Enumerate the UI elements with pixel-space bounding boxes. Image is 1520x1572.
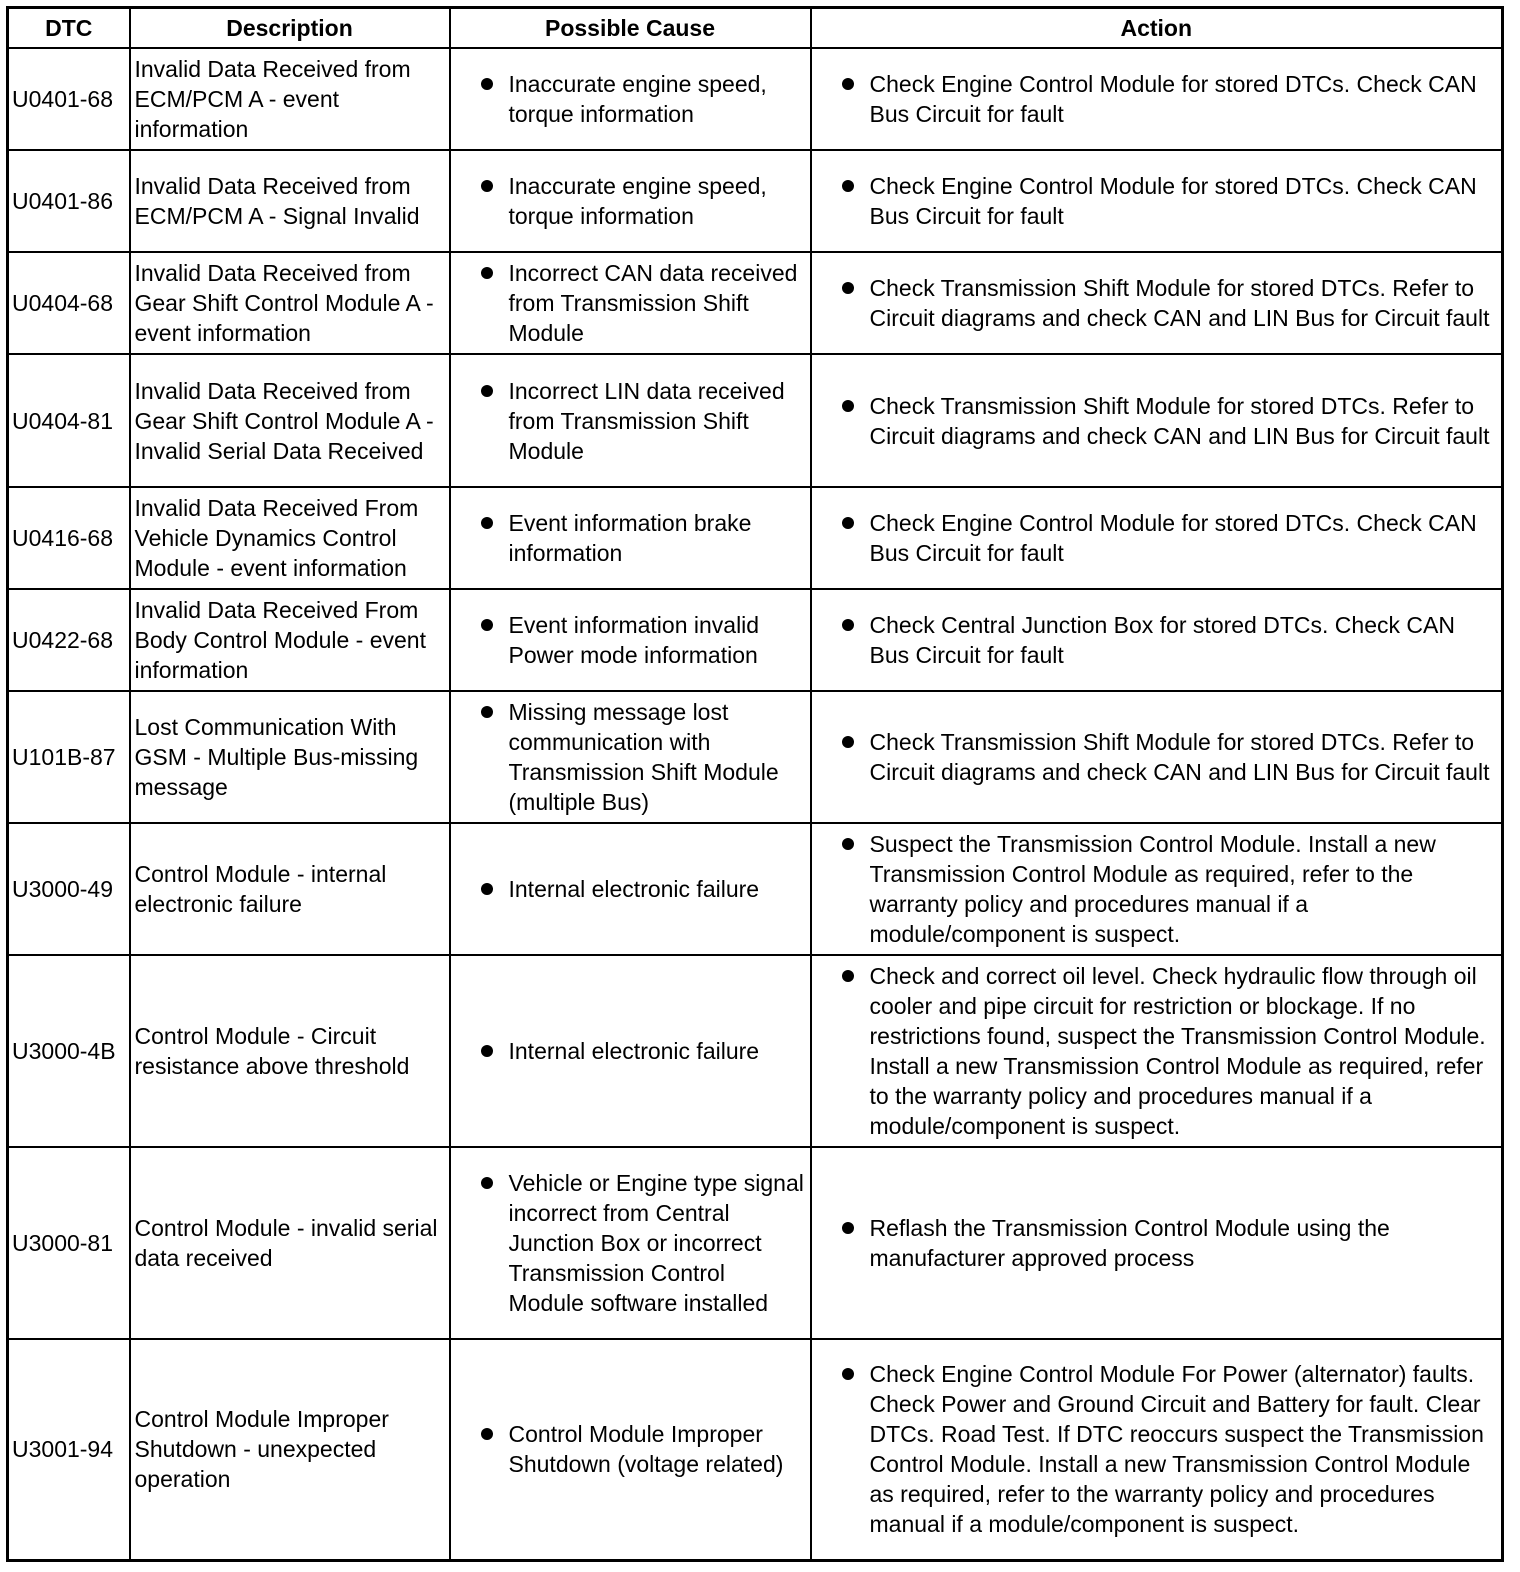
table-row: U0401-68 Invalid Data Received from ECM/P… [6,47,1504,151]
possible-cause-cell: Internal electronic failure [448,954,812,1148]
action-cell: Check Engine Control Module For Power (a… [809,1338,1504,1561]
description-cell: Lost Communication With GSM - Multiple B… [128,690,451,824]
action-cell: Reflash the Transmission Control Module … [809,1146,1504,1340]
description-cell: Control Module - invalid serial data rec… [128,1146,451,1340]
bullet-item: Internal electronic failure [480,1036,806,1066]
action-cell: Check Engine Control Module for stored D… [809,486,1504,590]
bullet-item: Check Central Junction Box for stored DT… [841,610,1498,670]
bullet-item: Check Engine Control Module for stored D… [841,69,1498,129]
bullet-item: Inaccurate engine speed, torque informat… [480,171,806,231]
action-cell: Check Transmission Shift Module for stor… [809,251,1504,355]
dtc-code: U0404-81 [6,353,131,488]
possible-cause-cell: Control Module Improper Shutdown (voltag… [448,1338,812,1561]
bullet-item: Vehicle or Engine type signal incorrect … [480,1168,806,1318]
bullet-item: Check Engine Control Module for stored D… [841,508,1498,568]
header-possible-cause: Possible Cause [448,6,812,49]
description-cell: Invalid Data Received from Gear Shift Co… [128,251,451,355]
description-cell: Control Module - Circuit resistance abov… [128,954,451,1148]
description-cell: Control Module Improper Shutdown - unexp… [128,1338,451,1561]
action-cell: Check Engine Control Module for stored D… [809,149,1504,253]
table-row: U0422-68 Invalid Data Received From Body … [6,588,1504,692]
bullet-item: Check and correct oil level. Check hydra… [841,961,1498,1141]
bullet-item: Incorrect LIN data received from Transmi… [480,376,806,466]
dtc-code: U0422-68 [6,588,131,692]
bullet-item: Check Transmission Shift Module for stor… [841,273,1498,333]
action-cell: Check Central Junction Box for stored DT… [809,588,1504,692]
table-row: U3000-4B Control Module - Circuit resista… [6,954,1504,1148]
dtc-code: U0401-68 [6,47,131,151]
possible-cause-cell: Event information invalid Power mode inf… [448,588,812,692]
description-cell: Control Module - internal electronic fai… [128,822,451,956]
possible-cause-cell: Inaccurate engine speed, torque informat… [448,47,812,151]
dtc-code: U3000-49 [6,822,131,956]
table-row: U0401-86 Invalid Data Received from ECM/P… [6,149,1504,253]
header-dtc: DTC [6,6,131,49]
table-row: U0404-68 Invalid Data Received from Gear … [6,251,1504,355]
description-cell: Invalid Data Received From Vehicle Dynam… [128,486,451,590]
description-cell: Invalid Data Received from Gear Shift Co… [128,353,451,488]
bullet-item: Incorrect CAN data received from Transmi… [480,258,806,348]
possible-cause-cell: Inaccurate engine speed, torque informat… [448,149,812,253]
bullet-item: Check Engine Control Module For Power (a… [841,1359,1498,1539]
dtc-code: U101B-87 [6,690,131,824]
bullet-item: Internal electronic failure [480,874,806,904]
dtc-code: U0401-86 [6,149,131,253]
header-row: DTC Description Possible Cause Action [6,6,1504,49]
action-cell: Check Engine Control Module for stored D… [809,47,1504,151]
bullet-item: Reflash the Transmission Control Module … [841,1213,1498,1273]
table-row: U101B-87 Lost Communication With GSM - Mu… [6,690,1504,824]
bullet-item: Missing message lost communication with … [480,697,806,817]
bullet-item: Event information invalid Power mode inf… [480,610,806,670]
possible-cause-cell: Incorrect CAN data received from Transmi… [448,251,812,355]
bullet-item: Check Transmission Shift Module for stor… [841,391,1498,451]
bullet-item: Suspect the Transmission Control Module.… [841,829,1498,949]
action-cell: Check and correct oil level. Check hydra… [809,954,1504,1148]
possible-cause-cell: Incorrect LIN data received from Transmi… [448,353,812,488]
bullet-item: Control Module Improper Shutdown (voltag… [480,1419,806,1479]
description-cell: Invalid Data Received from ECM/PCM A - e… [128,47,451,151]
action-cell: Check Transmission Shift Module for stor… [809,690,1504,824]
dtc-table: DTC Description Possible Cause Action U0… [6,6,1504,1562]
bullet-item: Event information brake information [480,508,806,568]
table-row: U3000-81 Control Module - invalid serial … [6,1146,1504,1340]
description-cell: Invalid Data Received from ECM/PCM A - S… [128,149,451,253]
bullet-item: Check Transmission Shift Module for stor… [841,727,1498,787]
possible-cause-cell: Event information brake information [448,486,812,590]
dtc-code: U0404-68 [6,251,131,355]
possible-cause-cell: Internal electronic failure [448,822,812,956]
dtc-code: U3001-94 [6,1338,131,1561]
action-cell: Suspect the Transmission Control Module.… [809,822,1504,956]
dtc-code: U0416-68 [6,486,131,590]
bullet-item: Inaccurate engine speed, torque informat… [480,69,806,129]
description-cell: Invalid Data Received From Body Control … [128,588,451,692]
table-row: U3000-49 Control Module - internal electr… [6,822,1504,956]
header-description: Description [128,6,451,49]
table-row: U0404-81 Invalid Data Received from Gear … [6,353,1504,488]
table-row: U3001-94 Control Module Improper Shutdown… [6,1338,1504,1561]
possible-cause-cell: Missing message lost communication with … [448,690,812,824]
dtc-code: U3000-81 [6,1146,131,1340]
action-cell: Check Transmission Shift Module for stor… [809,353,1504,488]
table-row: U0416-68 Invalid Data Received From Vehic… [6,486,1504,590]
possible-cause-cell: Vehicle or Engine type signal incorrect … [448,1146,812,1340]
header-action: Action [809,6,1504,49]
dtc-code: U3000-4B [6,954,131,1148]
bullet-item: Check Engine Control Module for stored D… [841,171,1498,231]
